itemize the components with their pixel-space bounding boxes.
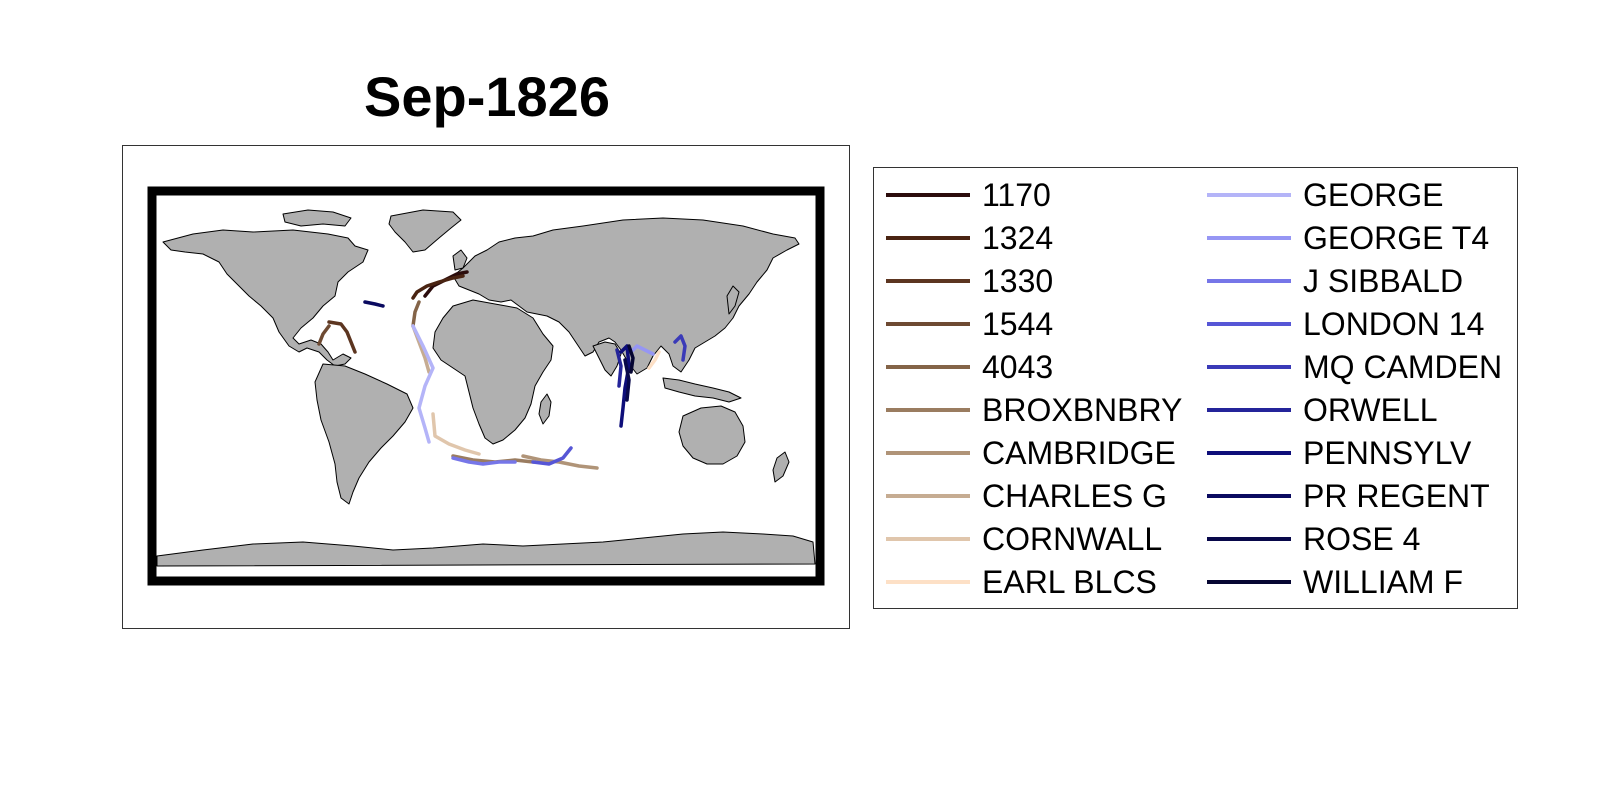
legend-swatch: [886, 408, 970, 412]
continents: [156, 209, 816, 567]
legend-label: CORNWALL: [982, 520, 1163, 557]
legend-swatch: [1207, 236, 1291, 240]
map-panel: [122, 145, 850, 629]
legend-label: GEORGE: [1303, 176, 1444, 213]
track-1544: [317, 324, 331, 346]
legend-swatch: [1207, 279, 1291, 283]
track-london-14: [531, 446, 573, 466]
legend-item: WILLIAM F: [1207, 563, 1464, 600]
track-rose-4: [623, 358, 631, 402]
legend-label: EARL BLCS: [982, 563, 1157, 600]
legend-label: 1324: [982, 219, 1054, 256]
legend-label: MQ CAMDEN: [1303, 348, 1503, 385]
legend: 1170 1324 1330 1544 4043 BROXBNBRY CAMBRIDGE CH…: [873, 167, 1518, 609]
legend-swatch: [886, 322, 970, 326]
legend-item: MQ CAMDEN: [1207, 348, 1503, 385]
track-cornwall: [431, 412, 481, 456]
legend-label: CAMBRIDGE: [982, 434, 1176, 471]
legend-swatch: [886, 580, 970, 584]
legend-item: ROSE 4: [1207, 520, 1421, 557]
legend-swatch: [1207, 322, 1291, 326]
track-george-t4: [629, 344, 655, 356]
legend-label: 1330: [982, 262, 1054, 299]
map-title: Sep-1826: [364, 65, 610, 128]
legend-item: GEORGE: [1207, 176, 1444, 213]
land-india: [592, 341, 622, 377]
legend-swatch: [886, 537, 970, 541]
legend-item: BROXBNBRY: [886, 391, 1183, 428]
ship-tracks: [317, 270, 687, 470]
track-1324: [411, 274, 465, 300]
land-north-america: [162, 229, 369, 367]
legend-swatch: [886, 451, 970, 455]
legend-swatch: [886, 279, 970, 283]
legend-label: 4043: [982, 348, 1054, 385]
land-new-zealand: [772, 451, 790, 483]
legend-swatch: [1207, 408, 1291, 412]
legend-label: BROXBNBRY: [982, 391, 1183, 428]
legend-label: PENNSYLV: [1303, 434, 1472, 471]
land-japan: [726, 285, 740, 315]
legend-label: ROSE 4: [1303, 520, 1421, 557]
legend-swatch: [1207, 537, 1291, 541]
legend-label: 1544: [982, 305, 1054, 342]
legend-item: PENNSYLV: [1207, 434, 1472, 471]
legend-label: WILLIAM F: [1303, 563, 1464, 600]
track-4043: [411, 300, 421, 328]
legend-item: PR REGENT: [1207, 477, 1490, 514]
land-south-america: [314, 363, 414, 505]
legend-swatch: [886, 236, 970, 240]
legend-label: GEORGE T4: [1303, 219, 1490, 256]
legend-swatch: [886, 365, 970, 369]
land-africa: [432, 299, 554, 445]
legend-item: CAMBRIDGE: [886, 434, 1176, 471]
legend-item: EARL BLCS: [886, 563, 1157, 600]
land-antarctica: [156, 531, 816, 567]
legend-item: ORWELL: [1207, 391, 1438, 428]
legend-item: LONDON 14: [1207, 305, 1485, 342]
land-eurasia: [452, 217, 800, 375]
land-greenland: [388, 209, 462, 253]
track-george: [411, 324, 435, 444]
legend-label: J SIBBALD: [1303, 262, 1464, 299]
track-1330: [327, 320, 357, 354]
legend-item: 1170: [886, 176, 1051, 213]
legend-swatch: [1207, 580, 1291, 584]
track-cambridge: [521, 454, 599, 470]
legend-swatch: [1207, 193, 1291, 197]
legend-item: CORNWALL: [886, 520, 1163, 557]
legend-label: 1170: [982, 176, 1051, 213]
legend-item: CHARLES G: [886, 477, 1167, 514]
land-arctic-islands: [282, 209, 352, 227]
legend-item: 1544: [886, 305, 1054, 342]
legend-item: 1330: [886, 262, 1054, 299]
track-pr-regent: [363, 300, 385, 308]
legend-swatch: [886, 193, 970, 197]
legend-swatch: [886, 494, 970, 498]
track-orwell: [615, 348, 623, 388]
land-indonesia: [662, 377, 742, 403]
legend-label: PR REGENT: [1303, 477, 1490, 514]
legend-item: 4043: [886, 348, 1054, 385]
land-madagascar: [538, 393, 552, 425]
track-earl-blcs: [647, 350, 661, 370]
track-william-f: [627, 344, 635, 374]
track-j-sibbald: [451, 456, 517, 466]
legend-swatch: [1207, 494, 1291, 498]
world-map: [147, 186, 825, 586]
legend-swatch: [1207, 451, 1291, 455]
legend-item: 1324: [886, 219, 1054, 256]
land-australia: [678, 405, 746, 465]
legend-label: CHARLES G: [982, 477, 1167, 514]
legend-item: GEORGE T4: [1207, 219, 1490, 256]
legend-item: J SIBBALD: [1207, 262, 1464, 299]
legend-label: LONDON 14: [1303, 305, 1485, 342]
land-british-isles: [452, 249, 468, 271]
track-mq-camden: [673, 334, 687, 362]
legend-label: ORWELL: [1303, 391, 1438, 428]
legend-swatch: [1207, 365, 1291, 369]
